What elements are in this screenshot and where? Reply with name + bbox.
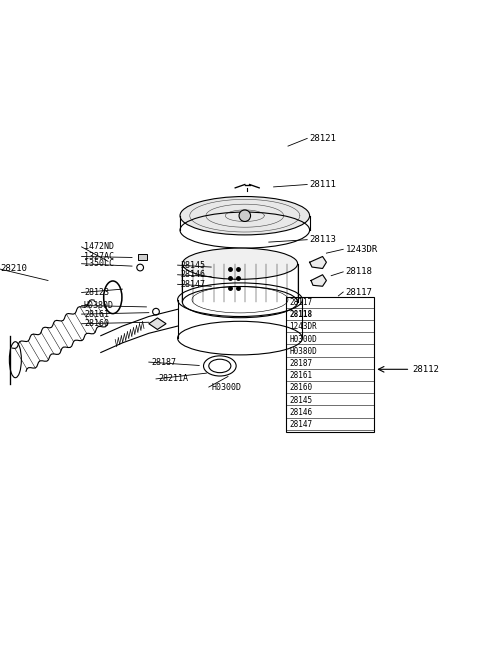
Text: 28111: 28111 — [310, 180, 336, 189]
Bar — [286, 298, 374, 432]
Text: 28160: 28160 — [289, 384, 312, 392]
Text: 28187: 28187 — [289, 359, 312, 368]
Text: 28117: 28117 — [289, 298, 312, 307]
Text: 28160: 28160 — [84, 319, 109, 328]
Text: 28210: 28210 — [0, 264, 27, 273]
Text: 28117: 28117 — [346, 288, 372, 296]
Bar — [138, 254, 147, 260]
Ellipse shape — [182, 248, 298, 279]
Text: 28145: 28145 — [289, 396, 312, 405]
Text: 1243DR: 1243DR — [289, 323, 317, 331]
Text: 1472ND: 1472ND — [84, 242, 114, 252]
Text: 28146: 28146 — [180, 270, 205, 279]
Text: 28145: 28145 — [180, 261, 205, 269]
Text: 28121: 28121 — [310, 134, 336, 143]
Polygon shape — [311, 275, 326, 286]
Text: H0300D: H0300D — [211, 382, 241, 392]
Text: 28118: 28118 — [289, 310, 312, 319]
Text: 28112: 28112 — [413, 365, 440, 374]
Text: 28187: 28187 — [151, 357, 176, 367]
Text: 28161: 28161 — [84, 309, 109, 319]
Text: 28211A: 28211A — [158, 374, 188, 384]
Ellipse shape — [180, 196, 310, 235]
Polygon shape — [310, 256, 326, 269]
Text: 28123: 28123 — [84, 288, 109, 297]
Text: 28113: 28113 — [310, 235, 336, 244]
Text: H0380D: H0380D — [84, 301, 114, 310]
Text: 28118: 28118 — [346, 267, 372, 277]
Text: H0300D: H0300D — [289, 334, 317, 344]
Text: 28161: 28161 — [289, 371, 312, 380]
Text: 1243DR: 1243DR — [346, 245, 378, 254]
Text: H0380D: H0380D — [289, 347, 317, 356]
Text: 1350LC: 1350LC — [84, 260, 114, 268]
Text: 28147: 28147 — [289, 420, 312, 429]
Text: 28147: 28147 — [180, 280, 205, 289]
Text: 28146: 28146 — [289, 408, 312, 417]
Circle shape — [239, 210, 251, 221]
Text: 1327AC: 1327AC — [84, 252, 114, 261]
Polygon shape — [149, 318, 166, 329]
